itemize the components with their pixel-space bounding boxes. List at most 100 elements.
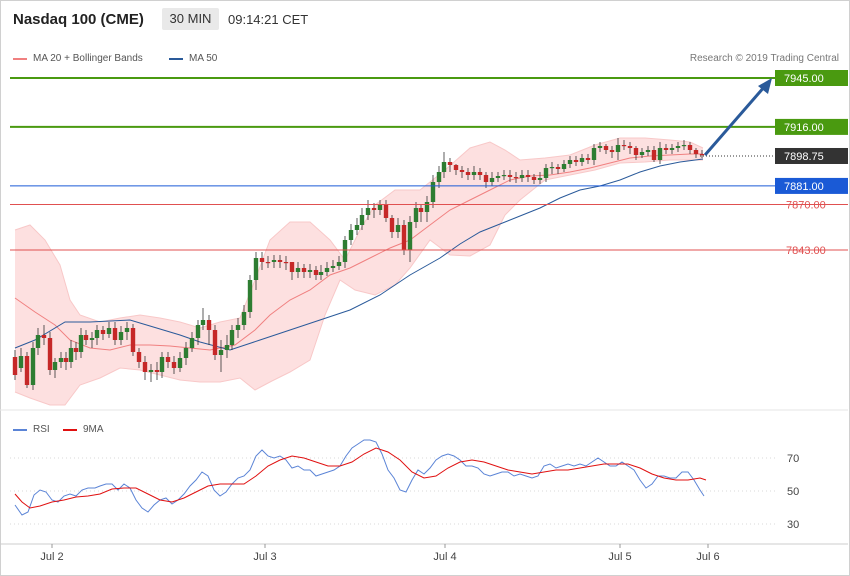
candle-body [324,268,330,272]
candle-body [212,330,218,355]
candle-body [507,175,513,177]
candle-body [561,164,567,169]
candle-body [106,328,112,334]
candle-body [413,208,419,222]
candle-body [401,225,407,250]
candle-body [519,175,525,178]
candle-body [24,356,30,385]
candle-body [63,358,69,362]
candle-body [543,168,549,178]
candle-body [633,148,639,155]
candle-body [289,262,295,272]
candle-body [12,357,18,375]
candle-body [283,262,289,264]
legend-ma20: MA 20 + Bollinger Bands [13,53,143,64]
candle-body [58,358,64,362]
candle-body [68,348,74,362]
candle-body [418,208,424,212]
candle-body [130,328,136,352]
candle-body [148,370,154,372]
candle-body [100,330,106,334]
x-tick-label: Jul 2 [40,551,63,563]
candle-body [277,260,283,262]
candle-body [301,268,307,272]
candle-body [495,176,501,178]
candle-body [483,175,489,182]
candle-body [206,320,212,330]
ma50-line [14,158,704,351]
candle-body [359,215,365,225]
candle-body [235,325,241,330]
candle-body [424,202,430,212]
candle-body [525,175,531,177]
candle-body [183,348,189,358]
level-label: 7916.00 [784,122,824,134]
candle-body [241,312,247,325]
candle-body [78,335,84,352]
candle-body [453,165,459,170]
candle-body [657,148,663,160]
candle-body [253,258,259,280]
x-tick-label: Jul 3 [253,551,276,563]
candle-body [681,145,687,147]
candle-body [537,178,543,180]
bollinger-lower-line [14,159,703,406]
candle-body [627,146,633,148]
candle-body [94,330,100,338]
candle-body [549,167,555,169]
ma50-swatch [169,57,183,60]
candle-body [354,225,360,230]
candle-body [675,146,681,148]
target-arrow-line [703,85,767,156]
candle-body [603,146,609,150]
candle-body [224,345,230,350]
legend-rsi: RSI [13,424,50,435]
candle-body [591,148,597,160]
candle-body [687,145,693,150]
timeframe-badge[interactable]: 30 MIN [162,8,219,30]
candle-body [645,150,651,152]
legend-ma20-label: MA 20 + Bollinger Bands [33,53,143,64]
header-bar: Nasdaq 100 (CME) 30 MIN 09:14:21 CET [1,1,849,37]
candle-body [136,352,142,362]
candle-body [597,146,603,148]
legend-ma50-label: MA 50 [189,53,218,64]
candle-body [112,328,118,340]
candle-body [441,162,447,172]
rsi-tick-label: 70 [787,453,799,465]
ma9-swatch [63,428,77,431]
last-price-tag [775,147,848,164]
candle-body [669,148,675,150]
candle-body [465,172,471,175]
candle-body [555,167,561,169]
candle-body [377,205,383,210]
candle-body [663,148,669,150]
candle-body [165,357,171,362]
candle-body [501,175,507,177]
candle-body [83,335,89,340]
candle-body [336,262,342,266]
ma20-swatch [13,57,27,60]
candle-body [124,328,130,332]
rsi-tick-label: 30 [787,519,799,531]
candle-body [200,320,206,325]
candle-body [218,350,224,355]
bollinger-band-fill [15,138,703,405]
legend-ma50: MA 50 [169,53,217,64]
candle-body [154,370,160,372]
candle-body [459,170,465,172]
candle-body [35,335,41,348]
candle-body [142,362,148,372]
rsi-ma-line [14,447,707,509]
candle-body [579,158,585,162]
candle-body [651,150,657,160]
candle-body [189,338,195,348]
ma20-line [14,153,703,351]
candle-body [229,330,235,345]
candle-body [52,362,58,370]
candle-body [471,172,477,175]
candle-body [477,172,483,175]
level-label: 7898.75 [784,151,824,163]
